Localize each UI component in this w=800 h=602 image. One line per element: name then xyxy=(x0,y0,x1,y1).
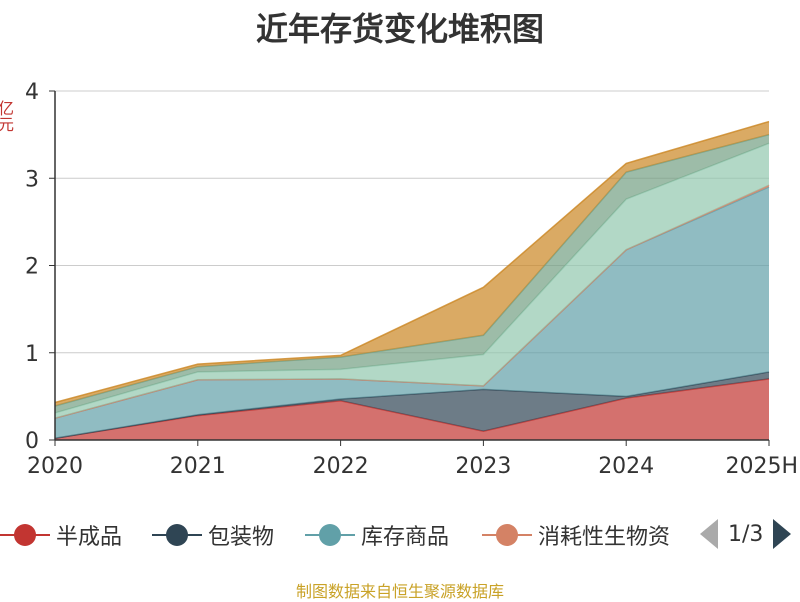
legend-label: 消耗性生物资 xyxy=(538,525,671,550)
legend-item[interactable]: 包装物 xyxy=(152,520,274,550)
stacked-area-chart: 0 1 2 3 4 2020 2021 2022 2023 2024 2025H xyxy=(25,80,798,479)
area-series xyxy=(54,120,770,440)
area-series-4 xyxy=(55,143,769,419)
legend-prev-arrow-icon[interactable] xyxy=(700,519,718,549)
x-tick-label: 2024 xyxy=(598,454,654,479)
y-tick-label: 0 xyxy=(25,429,39,454)
legend-marker-icon xyxy=(152,521,202,549)
x-tick-label: 2022 xyxy=(313,454,369,479)
x-tick-label: 2025H xyxy=(725,454,798,479)
x-tick-label: 2020 xyxy=(27,454,83,479)
legend-page-indicator: 1/3 xyxy=(728,521,764,547)
legend-item[interactable]: 消耗性生物资 xyxy=(482,520,670,550)
legend-item[interactable]: 库存商品 xyxy=(305,520,449,550)
y-tick-label: 3 xyxy=(25,167,39,192)
legend-label: 半成品 xyxy=(56,525,123,550)
legend-pager: 1/3 xyxy=(700,516,792,552)
legend-next-arrow-icon[interactable] xyxy=(773,519,792,549)
area-series-6 xyxy=(55,121,769,406)
area-series-2 xyxy=(55,186,769,439)
axes: 0 1 2 3 4 2020 2021 2022 2023 2024 2025H xyxy=(25,80,798,479)
source-note: 制图数据来自恒生聚源数据库 xyxy=(295,582,504,601)
legend-item[interactable]: 半成品 xyxy=(0,520,122,550)
y-tick-label: 1 xyxy=(25,342,39,367)
y-tick-label: 2 xyxy=(25,255,39,280)
series-line-6 xyxy=(54,120,770,404)
legend-marker-icon xyxy=(482,521,532,549)
y-axis-label: 亿元 xyxy=(0,100,14,132)
y-tick-label: 4 xyxy=(25,80,39,105)
legend-marker-icon xyxy=(305,521,355,549)
legend-label: 包装物 xyxy=(208,525,275,550)
legend-marker-icon xyxy=(0,521,50,549)
x-tick-label: 2021 xyxy=(170,454,226,479)
x-tick-label: 2023 xyxy=(455,454,511,479)
area-series-0 xyxy=(55,378,769,440)
area-series-5 xyxy=(55,134,769,413)
chart-title: 近年存货变化堆积图 xyxy=(255,10,544,48)
legend-label: 库存商品 xyxy=(361,525,450,550)
area-series-1 xyxy=(55,371,769,439)
legend: 半成品 包装物 库存商品 消耗性生物资 xyxy=(0,514,800,554)
